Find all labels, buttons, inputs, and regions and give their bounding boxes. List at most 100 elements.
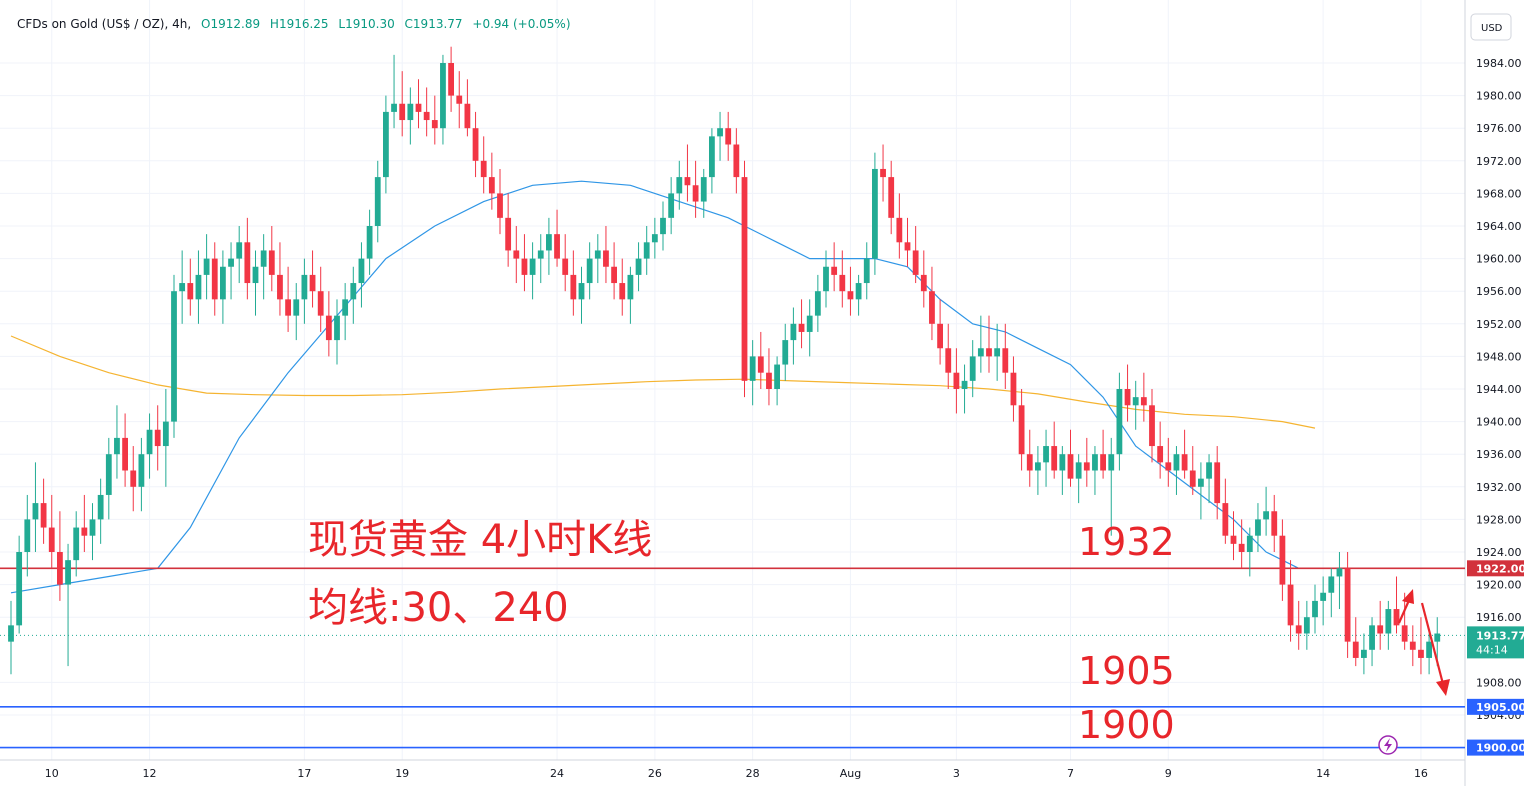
candle-body (1393, 609, 1400, 626)
candle-body (285, 299, 291, 316)
candle-body (8, 625, 14, 642)
candle-body (488, 177, 495, 194)
candle-body (154, 429, 161, 447)
candle-body (929, 291, 935, 324)
candle-body (1026, 454, 1033, 471)
candle-body (1263, 511, 1269, 520)
candle-body (546, 234, 552, 251)
candle-body (32, 503, 39, 520)
price-tag-current-bg (1467, 626, 1524, 659)
ohlc-open: O1912.89 (201, 17, 261, 31)
candle-body (1108, 454, 1115, 471)
price-tick-label: 1980.00 (1476, 90, 1522, 103)
candle-body (358, 258, 365, 284)
candle-body (603, 250, 609, 267)
candle-body (268, 250, 275, 275)
candle-body (374, 177, 381, 226)
candle-body (619, 283, 626, 300)
candle-body (521, 258, 528, 275)
candle-body (505, 217, 512, 251)
candle-body (57, 552, 63, 585)
candle-body (228, 258, 234, 267)
candle-body (122, 437, 128, 471)
candle-body (782, 340, 789, 365)
candle-body (847, 291, 854, 300)
candle-body (1051, 446, 1058, 471)
candle-body (1434, 633, 1441, 642)
candle-body (660, 217, 666, 235)
symbol-title[interactable]: CFDs on Gold (US$ / OZ), 4h, (17, 17, 192, 31)
lightning-bolt-glyph (1384, 738, 1392, 752)
candle-body (774, 364, 780, 389)
candle-body (814, 291, 821, 316)
candle-body (1222, 503, 1229, 536)
candle-body (668, 193, 675, 218)
forecast-arrow-up-head (1402, 589, 1414, 604)
price-tick-label: 1916.00 (1476, 611, 1522, 624)
candle-body (651, 234, 658, 243)
candle-body (65, 560, 71, 585)
price-tag-support-1900: 1900.00 (1476, 742, 1524, 755)
currency-button[interactable] (1470, 13, 1512, 41)
candle-body (586, 258, 593, 284)
candle-body (1124, 389, 1131, 406)
candle-body (888, 177, 895, 218)
forecast-arrow-down-shaft (1420, 602, 1445, 685)
candle-body (162, 421, 169, 447)
time-tick-label: Aug (840, 767, 861, 780)
candle-body (407, 103, 414, 121)
candle-body (203, 258, 210, 275)
candle-body (1010, 372, 1017, 406)
candle-body (1214, 462, 1221, 504)
candle-body (1401, 625, 1408, 642)
price-axis[interactable]: 1984.00 1980.00 1976.00 1972.00 1968.00 1964.… (1470, 13, 1522, 722)
candle-body (1132, 397, 1139, 406)
candle-body (423, 111, 430, 121)
candle-body (1206, 462, 1212, 479)
candle-body (717, 128, 723, 137)
candle-body (1246, 535, 1253, 552)
candle-body (81, 527, 88, 536)
candle-body (700, 177, 707, 202)
candle-body (937, 323, 943, 349)
time-tick-label: 9 (1165, 767, 1172, 780)
candle-body (16, 552, 23, 626)
candle-body (472, 128, 479, 161)
candle-body (1075, 462, 1082, 479)
price-tick-label: 1928.00 (1476, 513, 1522, 526)
candle-body (236, 242, 243, 259)
ohlc-low: L1910.30 (338, 17, 395, 31)
time-tick-label: 24 (550, 767, 564, 780)
candle-body (187, 283, 194, 300)
price-tag-current: 1913.77 (1476, 629, 1524, 642)
candle-body (480, 160, 487, 178)
candle-body (513, 250, 520, 259)
time-tick-label: 10 (45, 767, 59, 780)
time-tick-label: 7 (1067, 767, 1074, 780)
price-tick-label: 1960.00 (1476, 253, 1522, 266)
candle-body (1369, 625, 1375, 650)
price-tick-label: 1976.00 (1476, 122, 1522, 135)
candle-body (1018, 405, 1025, 455)
candle-body (1238, 543, 1245, 552)
candle-body (342, 299, 349, 316)
level-lines (0, 567, 1465, 749)
symbol-header[interactable]: CFDs on Gold (US$ / OZ), 4h, O1912.89 H1… (17, 17, 577, 31)
candle-body (114, 437, 120, 455)
candle-body (831, 266, 838, 275)
candle-body (383, 111, 389, 178)
price-tick-label: 1956.00 (1476, 285, 1522, 298)
candle-body (130, 470, 137, 487)
candle-body (757, 356, 764, 373)
candle-body (40, 503, 47, 528)
candle-body (1377, 625, 1384, 634)
time-axis[interactable]: 10 12 17 19 24 26 28 Aug 3 7 9 14 16 (45, 767, 1428, 780)
price-tick-label: 1984.00 (1476, 57, 1522, 70)
candle-body (366, 226, 373, 259)
candle-body (554, 234, 560, 259)
candle-body (1067, 454, 1074, 479)
candle-body (790, 323, 797, 341)
candle-body (537, 250, 544, 259)
